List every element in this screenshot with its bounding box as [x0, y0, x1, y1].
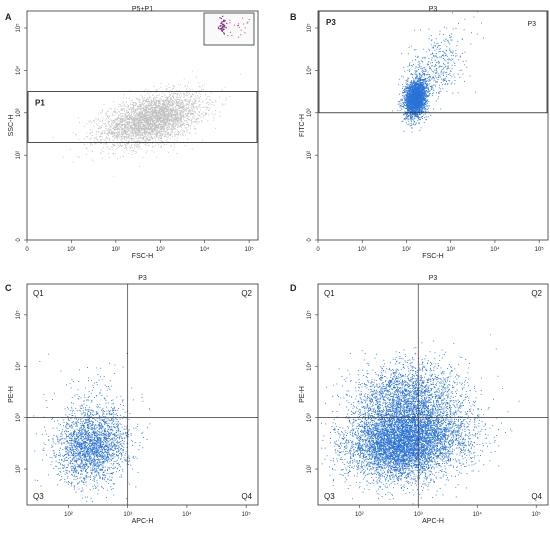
- y-tick-label-C: 10⁴: [15, 361, 22, 371]
- y-axis-label-B: FITC-H: [299, 114, 306, 137]
- x-tick-label-A: 10⁵: [245, 246, 255, 253]
- x-tick-label-B: 0: [316, 247, 320, 253]
- y-tick-label-B: 10⁴: [306, 65, 313, 75]
- panel-title-C: P3: [138, 275, 147, 282]
- quadrant-label-Q4: Q4: [241, 492, 252, 501]
- y-tick-label-D: 10⁵: [306, 310, 313, 320]
- quadrant-label-Q3: Q3: [324, 492, 335, 501]
- y-axis-label-A: SSC-H: [8, 115, 15, 137]
- inset-thumbnail: [204, 13, 254, 45]
- x-axis-label-D: APC-H: [422, 518, 444, 525]
- x-tick-label-B: 10³: [446, 247, 455, 253]
- y-tick-label-B: 10³: [307, 108, 313, 117]
- y-axis-label-D: PE-H: [299, 386, 306, 403]
- x-tick-label-B: 10⁵: [535, 246, 545, 253]
- y-tick-label-D: 10⁴: [306, 361, 313, 371]
- quadrant-label-Q2: Q2: [241, 289, 252, 298]
- x-tick-label-C: 10²: [64, 512, 73, 518]
- y-tick-label-B: 0: [307, 238, 313, 242]
- panel-letter-B: B: [290, 12, 297, 22]
- x-tick-label-D: 10⁴: [473, 511, 483, 518]
- gate-tag-P3: P3: [527, 21, 536, 28]
- gate-P3: [319, 11, 547, 113]
- points-layer: [33, 11, 519, 504]
- y-tick-label-D: 10²: [307, 465, 313, 474]
- data-points-D: [321, 334, 519, 504]
- y-tick-label-C: 10²: [16, 465, 22, 474]
- y-tick-label-A: 0: [16, 238, 22, 242]
- gate-label-P3: P3: [326, 18, 336, 27]
- y-tick-label-C: 10³: [16, 413, 22, 422]
- quadrant-label-Q1: Q1: [33, 289, 44, 298]
- y-tick-label-A: 10⁵: [15, 23, 22, 33]
- panel-title-A: P5+P1: [132, 6, 153, 13]
- panel-letter-D: D: [290, 283, 297, 293]
- x-tick-label-C: 10⁵: [242, 511, 252, 518]
- plot-frame-B: [318, 11, 548, 240]
- y-tick-label-A: 10²: [16, 151, 22, 160]
- y-tick-label-B: 10²: [307, 151, 313, 160]
- data-points-C: [33, 353, 150, 502]
- x-tick-label-B: 10²: [402, 247, 411, 253]
- x-tick-label-A: 10¹: [67, 247, 76, 253]
- x-axis-label-A: FSC-H: [132, 253, 153, 260]
- data-points-A: [53, 71, 241, 177]
- x-tick-label-A: 10³: [156, 247, 165, 253]
- x-axis-label-C: APC-H: [132, 518, 154, 525]
- y-tick-label-A: 10³: [16, 108, 22, 117]
- quadrant-label-Q2: Q2: [531, 289, 542, 298]
- y-axis-label-C: PE-H: [8, 386, 15, 403]
- panel-letter-A: A: [5, 12, 12, 22]
- panel-title-B: P3: [429, 6, 438, 13]
- x-axis-label-B: FSC-H: [422, 253, 443, 260]
- plot-frame-D: [318, 284, 548, 505]
- x-tick-label-A: 10⁴: [200, 246, 210, 253]
- quadrant-label-Q1: Q1: [324, 289, 335, 298]
- y-tick-label-A: 10⁴: [15, 65, 22, 75]
- x-tick-label-D: 10²: [355, 512, 364, 518]
- x-tick-label-A: 0: [25, 247, 29, 253]
- y-tick-label-B: 10⁵: [306, 23, 313, 33]
- x-tick-label-B: 10¹: [358, 247, 367, 253]
- data-points-B: [392, 11, 484, 132]
- x-tick-label-D: 10⁵: [532, 511, 542, 518]
- panel-letter-C: C: [5, 283, 12, 293]
- y-tick-label-D: 10³: [307, 413, 313, 422]
- y-tick-label-C: 10⁵: [15, 310, 22, 320]
- x-tick-label-B: 10⁴: [490, 246, 500, 253]
- x-tick-label-C: 10⁴: [182, 511, 192, 518]
- quadrant-label-Q3: Q3: [33, 492, 44, 501]
- quadrant-label-Q4: Q4: [531, 492, 542, 501]
- panel-title-D: P3: [429, 275, 438, 282]
- gate-label-P1: P1: [35, 99, 45, 108]
- x-tick-label-A: 10²: [112, 247, 121, 253]
